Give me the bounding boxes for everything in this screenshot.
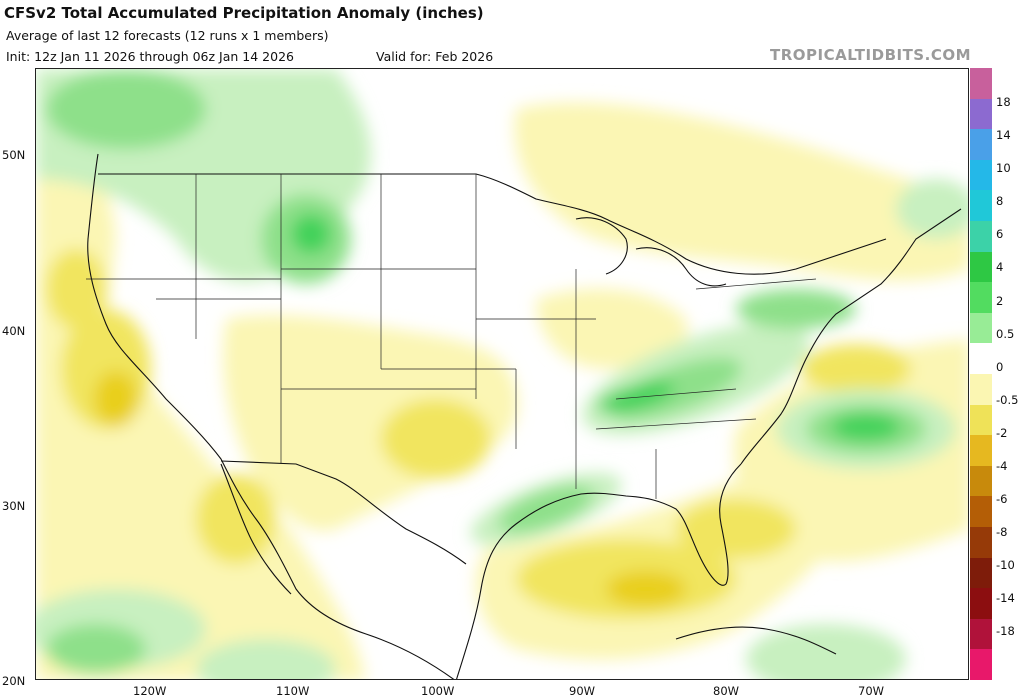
- dry-medium-baja: [196, 474, 276, 564]
- wet-region-mexico-south: [196, 639, 336, 679]
- map-canvas: [36, 69, 968, 679]
- colorbar-segment: [970, 221, 992, 253]
- colorbar-tick-label: 8: [996, 194, 1004, 209]
- dry-medium-florida-strait: [676, 499, 796, 559]
- lon-label-120w: 120W: [133, 684, 167, 698]
- colorbar-tick-label: -4: [996, 458, 1008, 473]
- colorbar-segment: [970, 312, 992, 344]
- colorbar-segment: [970, 282, 992, 314]
- colorbar-segment: [970, 190, 992, 222]
- west-coastline: [87, 153, 455, 679]
- colorbar-tick-label: -0.5: [996, 392, 1019, 407]
- colorbar-segment: [970, 557, 992, 589]
- dry-region-central: [536, 288, 688, 369]
- wet-strong-atlantic: [831, 413, 901, 441]
- east-coastline: [740, 208, 962, 465]
- lat-label-50n: 50N: [2, 148, 26, 162]
- lon-label-80w: 80W: [713, 684, 740, 698]
- lon-label-100w: 100W: [421, 684, 455, 698]
- colorbar-tick-label: -6: [996, 492, 1008, 507]
- anomaly-field: [36, 69, 968, 679]
- wet-region-maritimes: [896, 179, 968, 239]
- colorbar-tick-label: 6: [996, 227, 1004, 242]
- dry-medium-atlantic: [801, 344, 911, 394]
- gulf-coastline: [456, 463, 742, 679]
- lon-label-110w: 110W: [276, 684, 310, 698]
- colorbar-segment: [970, 404, 992, 436]
- baja-peninsula: [220, 463, 292, 595]
- dry-medium-texas: [381, 399, 491, 479]
- colorbar-tick-label: 4: [996, 260, 1004, 275]
- colorbar-segment: [970, 435, 992, 467]
- colorbar-segment: [970, 251, 992, 283]
- colorbar-segment: [970, 618, 992, 650]
- colorbar-segment: [970, 496, 992, 528]
- us-canada-border: [98, 173, 887, 275]
- precipitation-anomaly-map: [35, 68, 969, 680]
- colorbar-segment: [970, 68, 992, 100]
- state-boundaries: [86, 174, 817, 499]
- map-title: CFSv2 Total Accumulated Precipitation An…: [4, 4, 484, 22]
- colorbar-segment: [970, 588, 992, 620]
- colorbar-tick-label: -8: [996, 525, 1008, 540]
- colorbar-tick-label: 0: [996, 359, 1004, 374]
- colorbar-tick-label: -18: [996, 624, 1015, 639]
- map-subtitle: Average of last 12 forecasts (12 runs x …: [6, 28, 329, 43]
- dry-region-west-coast: [36, 156, 366, 679]
- colorbar-tick-label: -14: [996, 591, 1015, 606]
- valid-time-label: Valid for: Feb 2026: [376, 49, 494, 64]
- lat-label-40n: 40N: [2, 324, 26, 338]
- geographic-outlines: [87, 153, 962, 679]
- colorbar-tick-label: 18: [996, 95, 1011, 110]
- colorbar-tick-label: 14: [996, 128, 1011, 143]
- wet-region-caribbean: [746, 624, 906, 679]
- source-watermark: TROPICALTIDBITS.COM: [770, 46, 971, 64]
- colorbar-segment: [970, 159, 992, 191]
- colorbar-segment: [970, 343, 992, 375]
- colorbar: [970, 68, 992, 681]
- colorbar-tick-label: 2: [996, 293, 1004, 308]
- colorbar-segment: [970, 374, 992, 406]
- init-time-label: Init: 12z Jan 11 2026 through 06z Jan 14…: [6, 49, 294, 64]
- wet-medium-penn: [736, 289, 856, 329]
- colorbar-tick-label: 10: [996, 161, 1011, 176]
- lon-label-90w: 90W: [569, 684, 596, 698]
- colorbar-segment: [970, 129, 992, 161]
- wet-medium-pacific: [46, 624, 146, 674]
- dry-region-northeast: [514, 102, 968, 281]
- dry-strong-gulf: [606, 571, 686, 607]
- dry-strong-california: [94, 371, 138, 427]
- wet-strong-montana: [291, 214, 331, 254]
- us-mexico-border: [220, 460, 467, 565]
- colorbar-segment: [970, 649, 992, 681]
- colorbar-segment: [970, 465, 992, 497]
- colorbar-segment: [970, 527, 992, 559]
- lat-label-20n: 20N: [2, 674, 26, 688]
- colorbar-tick-label: -2: [996, 425, 1008, 440]
- lat-label-30n: 30N: [2, 499, 26, 513]
- wet-medium-bc: [46, 69, 206, 149]
- cuba-outline: [675, 626, 837, 655]
- great-lakes: [575, 217, 727, 287]
- dry-medium-oregon: [46, 249, 106, 329]
- lon-label-70w: 70W: [858, 684, 885, 698]
- colorbar-tick-label: -10: [996, 558, 1015, 573]
- colorbar-segment: [970, 98, 992, 130]
- colorbar-tick-label: 0.5: [996, 326, 1015, 341]
